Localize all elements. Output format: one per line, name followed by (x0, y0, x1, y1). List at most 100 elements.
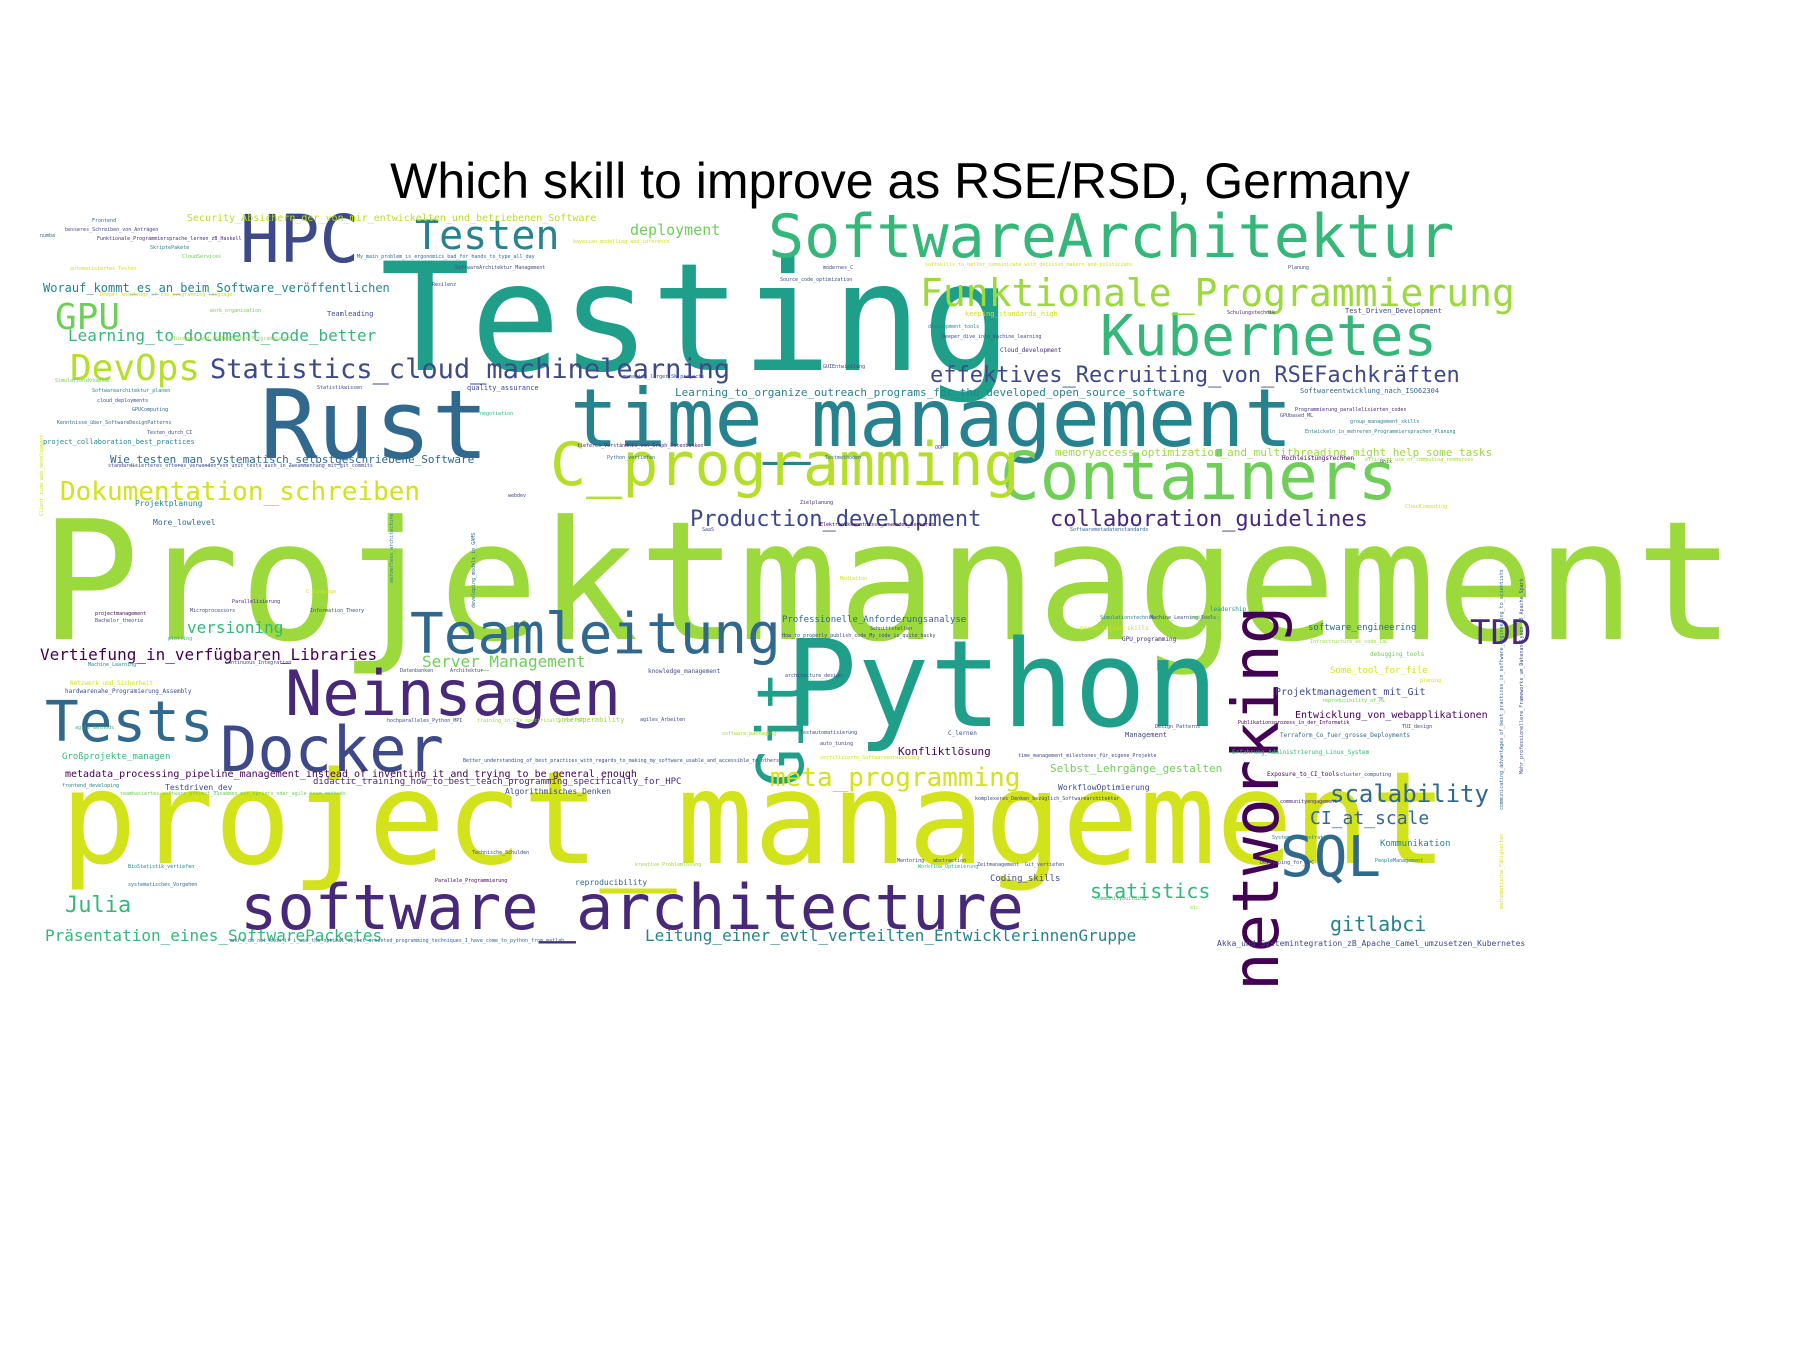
word-152: Workflow_Optimierung (918, 863, 979, 870)
word-53: Professionelle_Anforderungsanalyse (782, 615, 967, 626)
word-101: Python_vertiefen (607, 455, 656, 462)
word-55: software_engineering (1308, 622, 1417, 633)
word-149: training_in_C2x_specifically_for_HPC (477, 717, 586, 724)
word-153: kreative_Problemlösung (635, 861, 702, 868)
word-168: How_to_properly_publish_code_My_code_is_… (782, 632, 936, 639)
word-177: Mediation (840, 576, 868, 583)
word-129: PeopleManagement (1375, 858, 1424, 865)
word-128: communityengagement (1280, 798, 1338, 805)
word-0: Projektmanagement (40, 486, 1736, 680)
word-88: plotting (168, 635, 193, 642)
word-32: statistics (1090, 879, 1211, 904)
word-42: Worauf_kommt_es_an_beim_Software_veröffe… (43, 280, 390, 295)
word-36: Learning_to_document_code_better (68, 326, 377, 345)
word-96: Schnittstellen (870, 626, 913, 633)
word-65: More_lowlevel (153, 517, 216, 527)
word-99: webdev (508, 492, 527, 499)
word-193: cluster_computing (1340, 771, 1392, 778)
figure-title: Which skill to improve as RSE/RSD, Germa… (390, 153, 1410, 209)
word-35: Vertiefung_in_verfügbaren_Libraries (40, 644, 378, 664)
word-181: Bachelor_theorie (95, 618, 144, 625)
word-77: leadership (1210, 606, 1247, 613)
word-109: Testen_durch_CI (147, 430, 193, 437)
word-186: modularity (1190, 615, 1221, 622)
word-4: Rust (260, 371, 489, 482)
word-26: Dokumentation_schreiben (60, 476, 421, 507)
word-102: negotiation (480, 410, 514, 417)
word-8: Containers (1000, 438, 1398, 516)
word-34: CI_at_scale (1310, 807, 1430, 829)
word-92: BioStatistik_vertiefen (128, 863, 195, 870)
word-148: hochparalleles_Python_MPI (387, 717, 463, 724)
word-178: Microprocessors (190, 607, 236, 614)
word-10: HPC (240, 201, 360, 279)
word-159: Funktionale_Programmiersprache_lernen_zB… (97, 235, 242, 242)
word-61: reproducibility (575, 877, 648, 887)
word-131: planing (1420, 677, 1442, 684)
word-116: CloudServices (182, 254, 222, 261)
word-188: Architektur (450, 668, 484, 675)
word-81: Management (1125, 730, 1168, 739)
word-47: Projektmanagement_mit_Git (1275, 686, 1426, 698)
word-15: Docker (220, 712, 444, 786)
word-179: Information_Theory (310, 607, 365, 614)
word-143: Softwaremetadatenstandards (1070, 526, 1149, 533)
word-184: Simulationstechnik (1100, 615, 1155, 622)
word-151: and_i_do_not_know_if_i_use_the_optimal_o… (230, 938, 565, 944)
word-20: Funktionale_Programmierung (920, 271, 1515, 316)
word-191: abstraction (933, 858, 967, 865)
word-16: Tests (45, 690, 214, 756)
word-93: systematisches_Vorgehen (128, 882, 198, 889)
word-50: didactic_training_how_to_best_teach_prog… (313, 777, 682, 788)
word-150: teambasiertes_software_project_zusammen_… (120, 791, 346, 798)
word-174: Statistikwissen (317, 384, 363, 391)
word-71: Hochleistungsrechnen (1282, 455, 1355, 463)
word-147: software_packaging (722, 730, 777, 737)
word-39: versioning (187, 618, 284, 638)
word-108: Kenntnisse_über_SoftwareDesignPatterns (57, 420, 172, 426)
word-106: Entwickeln_in_mehreren_Programmiersprach… (1305, 429, 1456, 436)
word-17: Teamleitung (410, 602, 781, 667)
word-94: Parallele_Programmierung (435, 877, 508, 884)
word-45: memoryaccess_optimization_and_multithrea… (1055, 446, 1493, 460)
word-29: collaboration_guidelines (1050, 507, 1368, 533)
word-157: SoftwareArchitektur_Management (455, 264, 546, 271)
word-41: deployment (630, 220, 721, 239)
word-105: group_management_skills (1350, 419, 1420, 426)
word-138: communicating_advantages_of_best_practic… (1499, 568, 1505, 810)
word-24: Statistics_cloud_machinelearning (210, 353, 731, 385)
word-86: Netzwerk_und_Sicherheit (70, 680, 154, 688)
word-97: TUI_design (1402, 724, 1433, 731)
word-98: Unix (1380, 459, 1393, 466)
word-187: Datenbanken (400, 668, 434, 675)
word-140: komplexeres_Denken_bezüglich_Softwarearc… (975, 795, 1120, 802)
word-130: communitybuilding (1095, 896, 1147, 903)
word-141: Zielplanung (800, 499, 834, 506)
word-60: Coding_skills (990, 873, 1061, 884)
word-68: Teamleading (327, 310, 374, 319)
word-75: interoperability (557, 715, 625, 724)
word-114: My_main_problem_is_ergonomics_bad_for_ha… (357, 254, 535, 261)
word-189: architecture_design (785, 672, 843, 679)
word-133: bayesian_modelling_and_inference (573, 238, 670, 245)
word-30: Production_development (690, 507, 982, 533)
word-125: reproducibility_of_ML (1322, 698, 1386, 705)
word-110: GPUComputing (132, 406, 169, 413)
word-59: WorkflowOptimierung (1058, 782, 1150, 792)
word-119: Planung (1288, 264, 1310, 271)
word-38: Leitung_einer_evtl_verteilten_Entwickler… (645, 925, 1137, 945)
word-100: Testmethoden (825, 455, 862, 462)
word-82: C_lernen (948, 729, 977, 737)
word-121: Resilenz (432, 282, 457, 289)
word-122: projectmanagement (95, 610, 147, 617)
word-46: Selbst_Lehrgänge_gestalten (1050, 762, 1223, 776)
word-127: Infrastructure_as_code_IaC (1310, 639, 1389, 646)
word-6: software_architecture (240, 870, 1024, 944)
word-84: Erfahrung_Administrierung_Linux_System (1232, 749, 1370, 757)
word-113: work_organisation (210, 308, 262, 315)
word-23: TDD (1470, 613, 1532, 654)
word-192: Design_Patterns (1155, 724, 1201, 731)
word-161: managing_larger_SW_projects (623, 374, 705, 381)
word-170: etc (1190, 904, 1200, 911)
word-cloud: Projektmanagement Testing Python project_ma… (39, 207, 1770, 1145)
